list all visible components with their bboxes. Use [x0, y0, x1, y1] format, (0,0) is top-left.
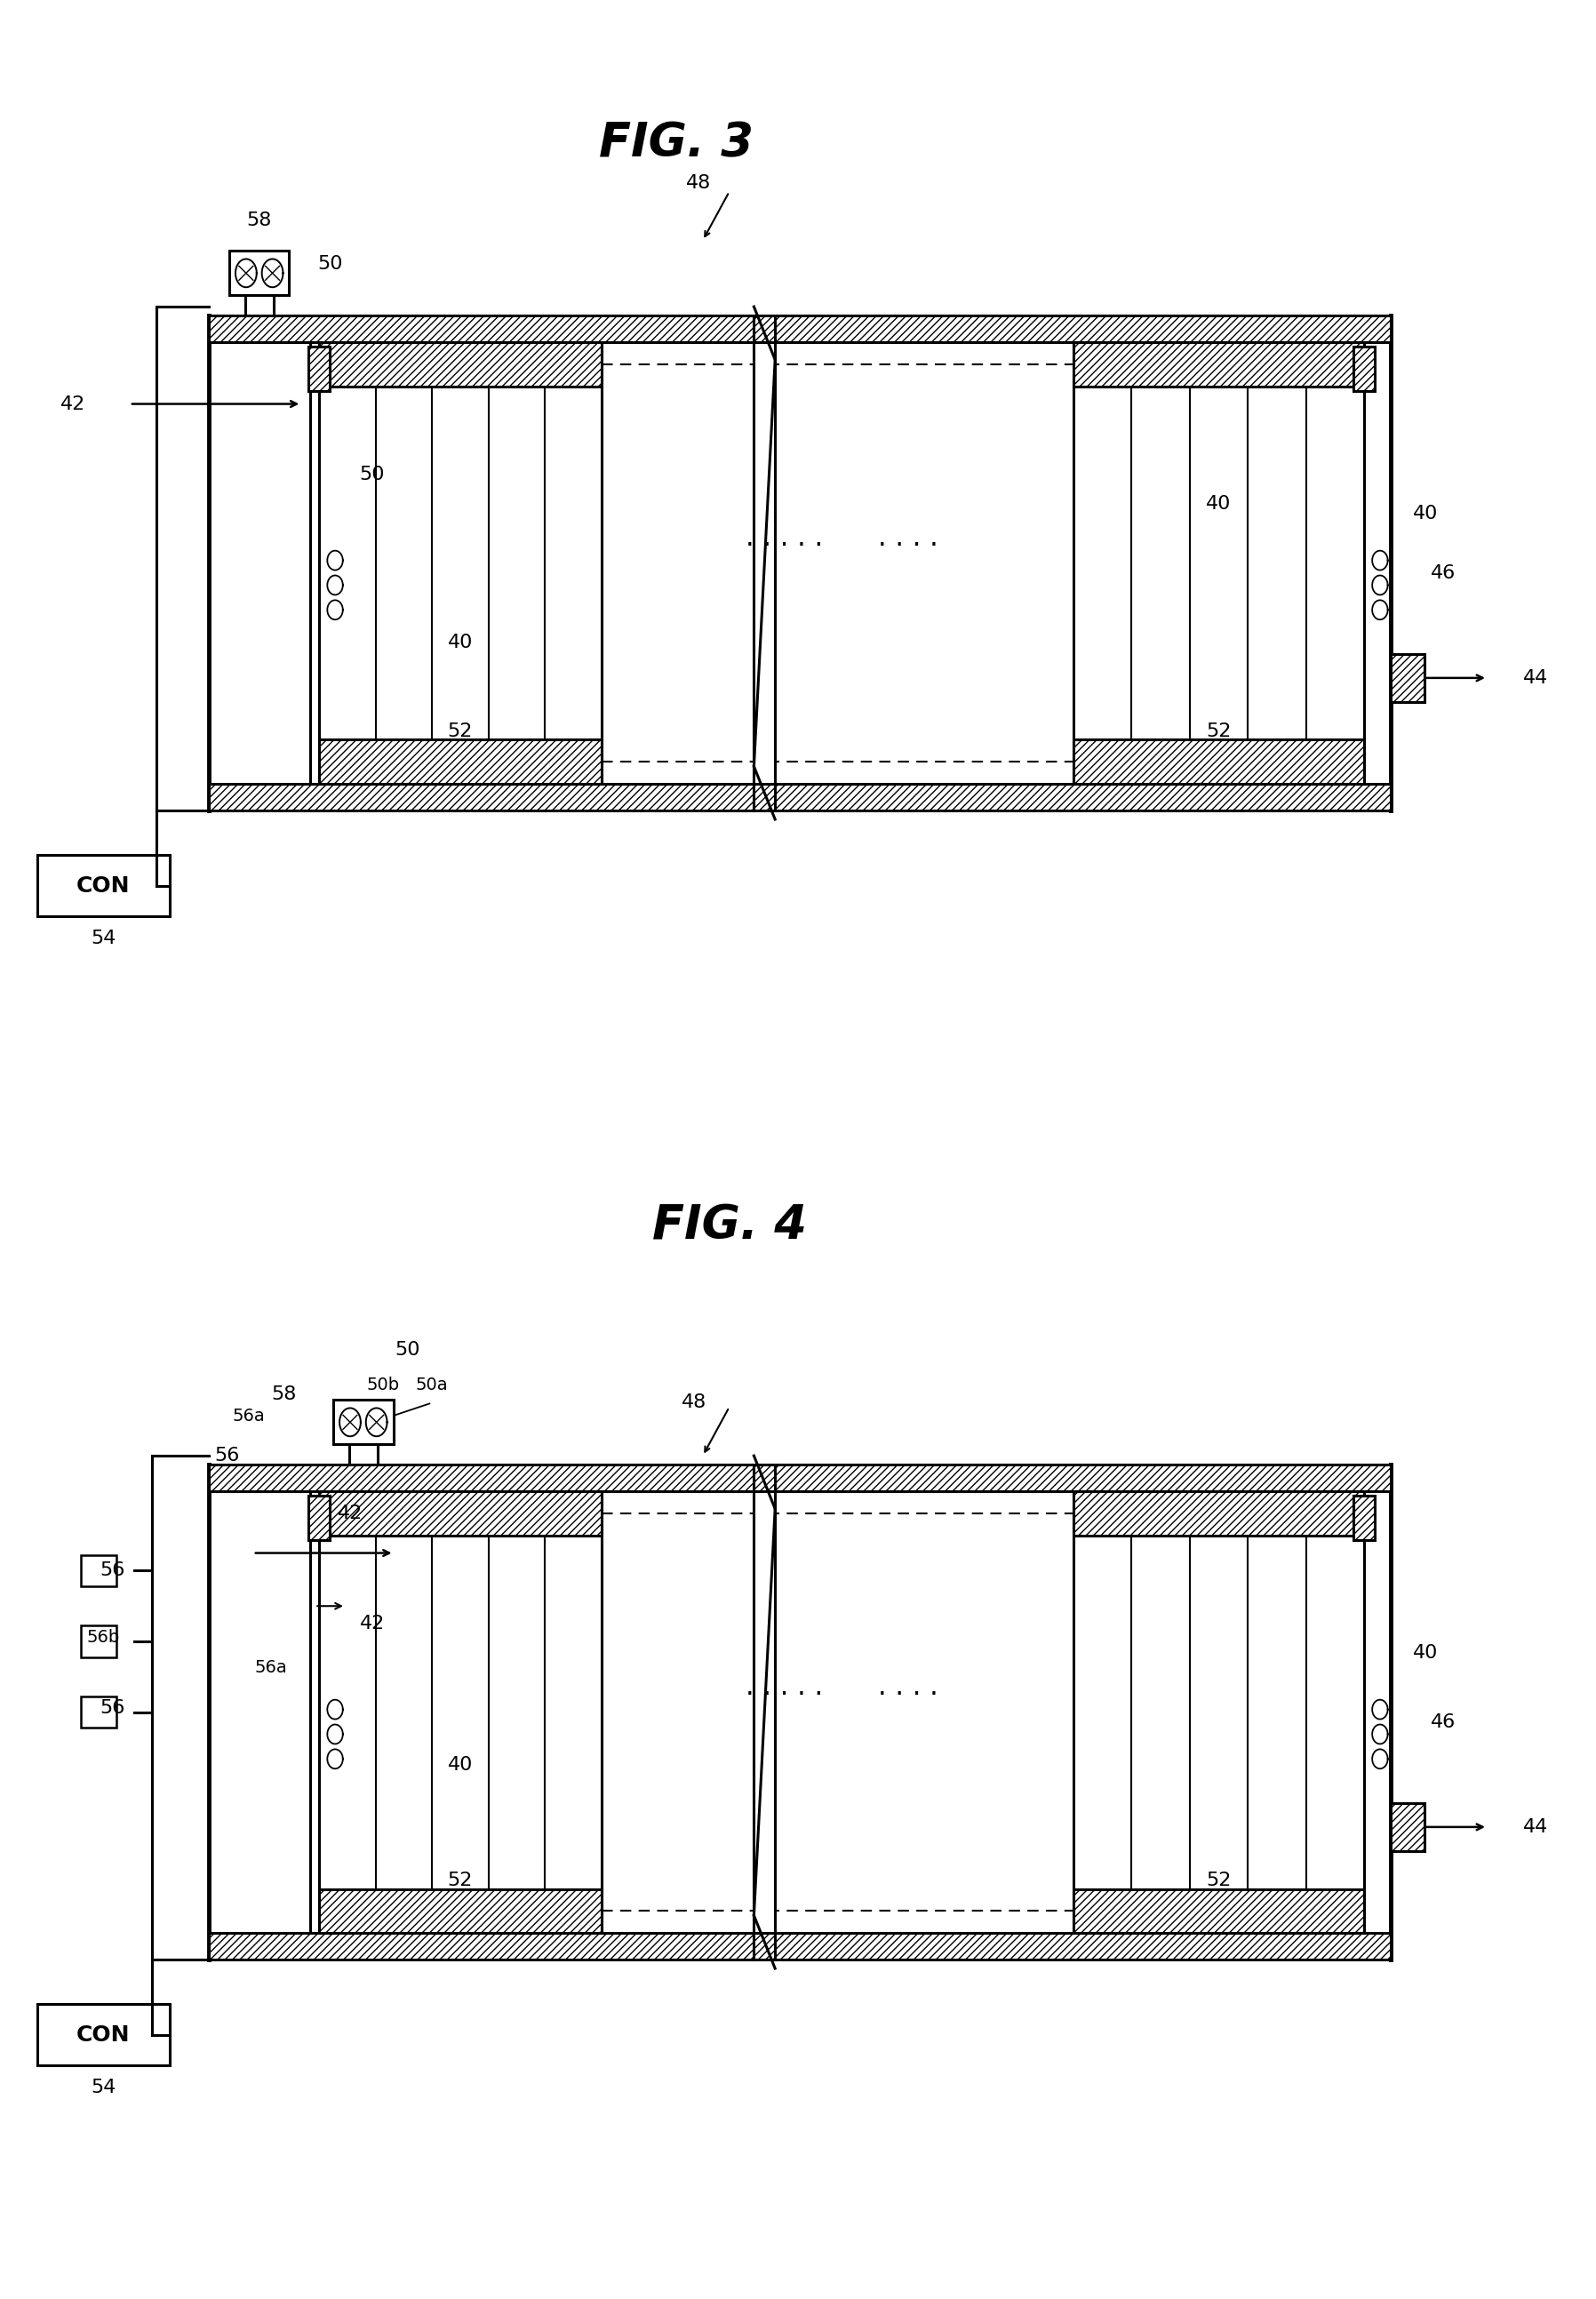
Text: 52: 52 — [1207, 722, 1231, 740]
Text: 50: 50 — [394, 1340, 420, 1359]
Text: 52: 52 — [1207, 1871, 1231, 1890]
Bar — [753, 315, 776, 812]
Text: 40: 40 — [447, 635, 472, 651]
Text: 56a: 56a — [254, 1660, 287, 1676]
Text: 50b: 50b — [365, 1377, 399, 1393]
Text: . . . . .: . . . . . — [745, 1674, 824, 1701]
Bar — [209, 315, 1390, 343]
Text: 48: 48 — [686, 175, 710, 191]
Text: 44: 44 — [1523, 1819, 1548, 1837]
Text: 48: 48 — [681, 1393, 707, 1412]
Bar — [1353, 347, 1374, 391]
Text: FIG. 3: FIG. 3 — [598, 120, 753, 166]
Bar — [1073, 740, 1365, 784]
Text: . . . .: . . . . — [878, 1674, 938, 1701]
Bar — [1353, 1497, 1374, 1540]
Text: 56a: 56a — [233, 1407, 265, 1425]
Bar — [209, 784, 1390, 812]
Text: 50: 50 — [359, 467, 385, 483]
Text: 42: 42 — [337, 1504, 362, 1522]
Text: 40: 40 — [447, 1756, 472, 1775]
Bar — [319, 1890, 602, 1933]
Text: . . . . .: . . . . . — [745, 526, 824, 552]
Bar — [319, 1492, 602, 1536]
Text: 54: 54 — [91, 2078, 117, 2097]
Bar — [1390, 653, 1424, 701]
Text: 50a: 50a — [417, 1377, 448, 1393]
Bar — [1073, 1890, 1365, 1933]
Text: 54: 54 — [91, 929, 117, 947]
Text: 40: 40 — [1207, 494, 1231, 513]
Text: 52: 52 — [447, 1871, 472, 1890]
Text: 42: 42 — [359, 1614, 385, 1632]
Bar — [1073, 343, 1365, 386]
Bar — [308, 1497, 330, 1540]
Text: 50: 50 — [318, 255, 343, 274]
Text: 40: 40 — [1412, 506, 1438, 522]
Bar — [81, 1697, 117, 1729]
Bar — [1073, 1492, 1365, 1536]
Text: . . . .: . . . . — [878, 526, 938, 552]
Bar — [308, 347, 330, 391]
Bar — [753, 1464, 776, 1959]
Bar — [81, 1625, 117, 1658]
Text: 56b: 56b — [86, 1628, 120, 1646]
Text: 52: 52 — [447, 722, 472, 740]
Text: 56: 56 — [214, 1446, 239, 1464]
Text: CON: CON — [77, 2023, 129, 2046]
Text: 56: 56 — [99, 1561, 124, 1579]
Bar — [37, 855, 169, 917]
Text: FIG. 4: FIG. 4 — [651, 1202, 806, 1248]
Text: 58: 58 — [271, 1384, 297, 1402]
Bar — [334, 1400, 393, 1444]
Text: 42: 42 — [61, 395, 86, 414]
Bar — [209, 1464, 1390, 1492]
Bar — [209, 1933, 1390, 1959]
Text: 58: 58 — [247, 212, 271, 230]
Text: 40: 40 — [1412, 1644, 1438, 1662]
Bar — [1390, 1802, 1424, 1851]
Bar — [319, 343, 602, 386]
Bar — [230, 251, 289, 294]
Text: 44: 44 — [1523, 669, 1548, 687]
Bar — [81, 1554, 117, 1586]
Text: 46: 46 — [1430, 563, 1456, 582]
Bar — [319, 740, 602, 784]
Text: CON: CON — [77, 876, 129, 897]
Text: 56: 56 — [99, 1699, 124, 1717]
Text: 46: 46 — [1430, 1713, 1456, 1731]
Bar — [37, 2005, 169, 2067]
